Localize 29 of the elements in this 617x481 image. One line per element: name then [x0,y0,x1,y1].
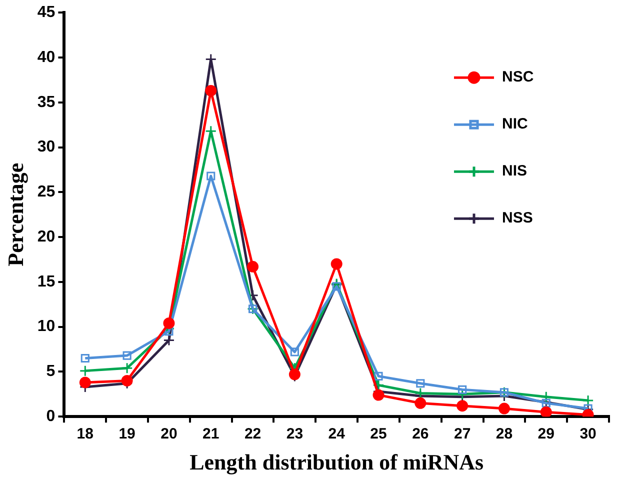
x-tick-label: 19 [118,426,136,443]
x-tick-label: 26 [412,426,429,443]
x-axis-title: Length distribution of miRNAs [190,449,484,474]
y-axis-title: Percentage [2,162,28,266]
y-tick-label: 30 [37,138,56,156]
y-tick-label: 45 [37,4,56,22]
x-tick-label: 20 [160,426,178,443]
x-tick-label: 21 [202,426,220,443]
y-tick-label: 35 [37,94,56,111]
y-tick-label: 25 [37,184,56,201]
x-tick-label: 18 [76,426,94,443]
legend-label: NIC [502,116,528,133]
x-tick-label: 23 [286,426,304,443]
x-tick-label: 29 [538,426,554,443]
x-tick-label: 30 [580,426,596,443]
y-tick-label: 0 [46,408,56,426]
x-tick-label: 28 [496,426,513,443]
y-tick-label: 20 [37,228,56,246]
y-tick-label: 5 [46,363,56,380]
x-tick-label: 27 [454,426,471,443]
y-tick-label: 40 [37,48,56,66]
y-tick-label: 15 [37,273,56,290]
legend-label: NIS [502,162,528,180]
x-tick-label: 22 [244,426,262,443]
y-tick-label: 10 [37,318,56,336]
x-tick-label: 24 [328,426,346,443]
x-tick-label: 25 [370,426,387,443]
legend-label: NSS [502,210,533,227]
legend-label: NSC [502,68,534,86]
